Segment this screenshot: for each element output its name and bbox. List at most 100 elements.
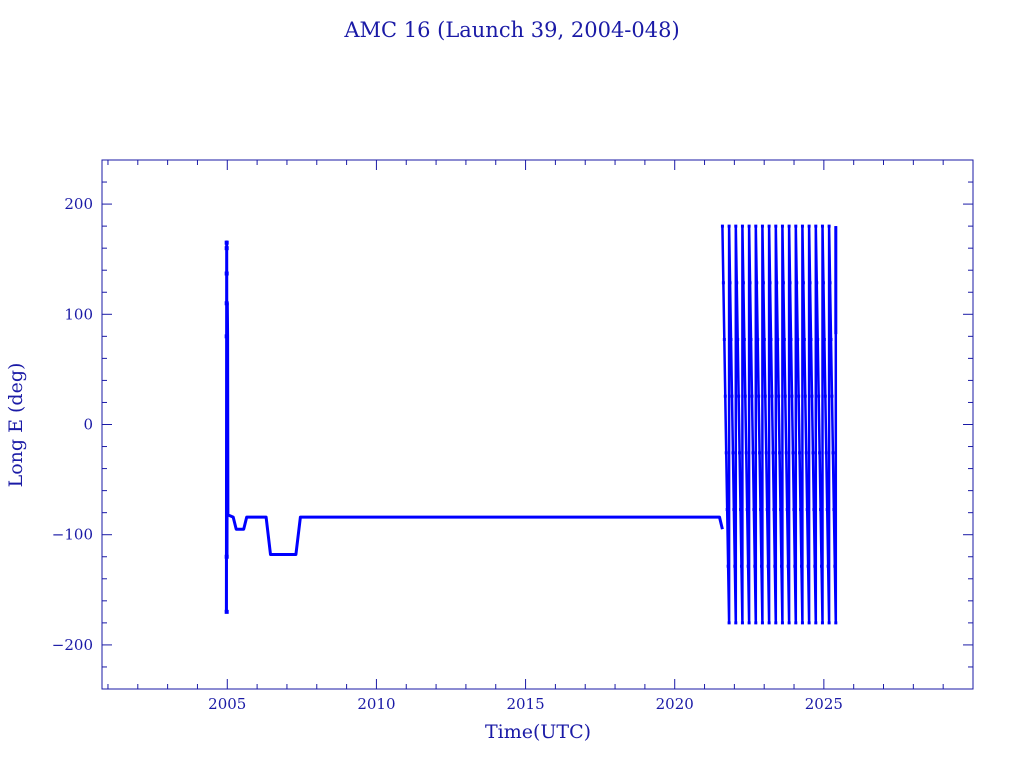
series-point — [224, 554, 229, 559]
series-point — [830, 394, 834, 398]
series-point — [799, 508, 803, 512]
series-point — [827, 224, 831, 228]
series-point — [807, 621, 811, 625]
series-point — [768, 281, 772, 285]
series-point — [798, 451, 802, 455]
series-point — [810, 394, 814, 398]
series-point — [224, 301, 229, 306]
series-point — [824, 451, 828, 455]
series-point — [777, 394, 781, 398]
series-point — [224, 271, 229, 276]
series-point — [739, 508, 743, 512]
series-point — [763, 394, 767, 398]
series-point — [726, 564, 730, 568]
series-point — [774, 224, 778, 228]
series-point — [721, 281, 725, 285]
series-point — [760, 224, 764, 228]
series-point — [809, 337, 813, 341]
x-tick-label: 2020 — [656, 695, 694, 713]
series-point — [742, 337, 746, 341]
series-point — [764, 451, 768, 455]
y-tick-label: 200 — [64, 195, 93, 213]
series-point — [822, 337, 826, 341]
y-axis-label: Long E (deg) — [5, 363, 27, 488]
axis-tick-labels: 2005 2010 2015 2020 2025 −200 −100 0 100 200 — [52, 195, 843, 713]
x-tick-label: 2025 — [805, 695, 843, 713]
series-point — [827, 621, 831, 625]
series-point — [724, 451, 728, 455]
x-tick-label: 2010 — [357, 695, 395, 713]
series-point — [804, 451, 808, 455]
series-point — [766, 564, 770, 568]
series-point — [807, 224, 811, 228]
series-point — [733, 564, 737, 568]
series-point — [749, 337, 753, 341]
y-tick-label: −100 — [52, 526, 93, 544]
series-point — [832, 508, 836, 512]
series-point — [732, 508, 736, 512]
series-point — [781, 281, 785, 285]
series-point — [823, 394, 827, 398]
series-point — [750, 394, 754, 398]
series-point — [814, 224, 818, 228]
series-point — [759, 564, 763, 568]
series-point — [734, 224, 738, 228]
series-point — [744, 451, 748, 455]
series-point — [762, 337, 766, 341]
series-point — [224, 334, 229, 339]
series-point — [727, 621, 731, 625]
series-point — [819, 564, 823, 568]
y-tick-label: 0 — [83, 416, 93, 434]
series-point — [753, 564, 757, 568]
series-point — [754, 621, 758, 625]
series-point — [776, 337, 780, 341]
series-point — [740, 224, 744, 228]
series-point — [833, 564, 837, 568]
series-point — [785, 508, 789, 512]
series-point — [746, 564, 750, 568]
series-point — [806, 564, 810, 568]
series-point — [773, 564, 777, 568]
series-point — [813, 564, 817, 568]
series-point — [731, 451, 735, 455]
series-point — [819, 508, 823, 512]
series-point — [796, 337, 800, 341]
series-point — [831, 451, 835, 455]
series-point — [748, 281, 752, 285]
x-tick-label: 2005 — [208, 695, 246, 713]
series-point — [745, 508, 749, 512]
series-point — [818, 451, 822, 455]
series-point — [727, 224, 731, 228]
plot-frame — [101, 159, 974, 690]
series-point — [760, 621, 764, 625]
series-line — [224, 241, 724, 612]
series-point — [769, 337, 773, 341]
series-point — [805, 508, 809, 512]
series-point — [739, 564, 743, 568]
y-tick-label: 100 — [64, 305, 93, 323]
series-point — [728, 281, 732, 285]
x-axis-label: Time(UTC) — [485, 721, 591, 743]
series-point — [771, 451, 775, 455]
series-point — [747, 224, 751, 228]
series-point — [799, 564, 803, 568]
series-point — [784, 451, 788, 455]
y-tick-label: −200 — [52, 636, 93, 654]
series-point — [790, 394, 794, 398]
series-point — [789, 337, 793, 341]
series-point — [795, 281, 799, 285]
series-point — [792, 508, 796, 512]
series-point — [747, 621, 751, 625]
series-point — [791, 451, 795, 455]
series-point — [803, 394, 807, 398]
series-point — [775, 281, 779, 285]
series-point — [808, 281, 812, 285]
series-point — [772, 508, 776, 512]
series-point — [829, 337, 833, 341]
series-point — [743, 394, 747, 398]
series-point — [752, 508, 756, 512]
series-point — [770, 394, 774, 398]
series-point — [725, 508, 729, 512]
series-point — [757, 394, 761, 398]
